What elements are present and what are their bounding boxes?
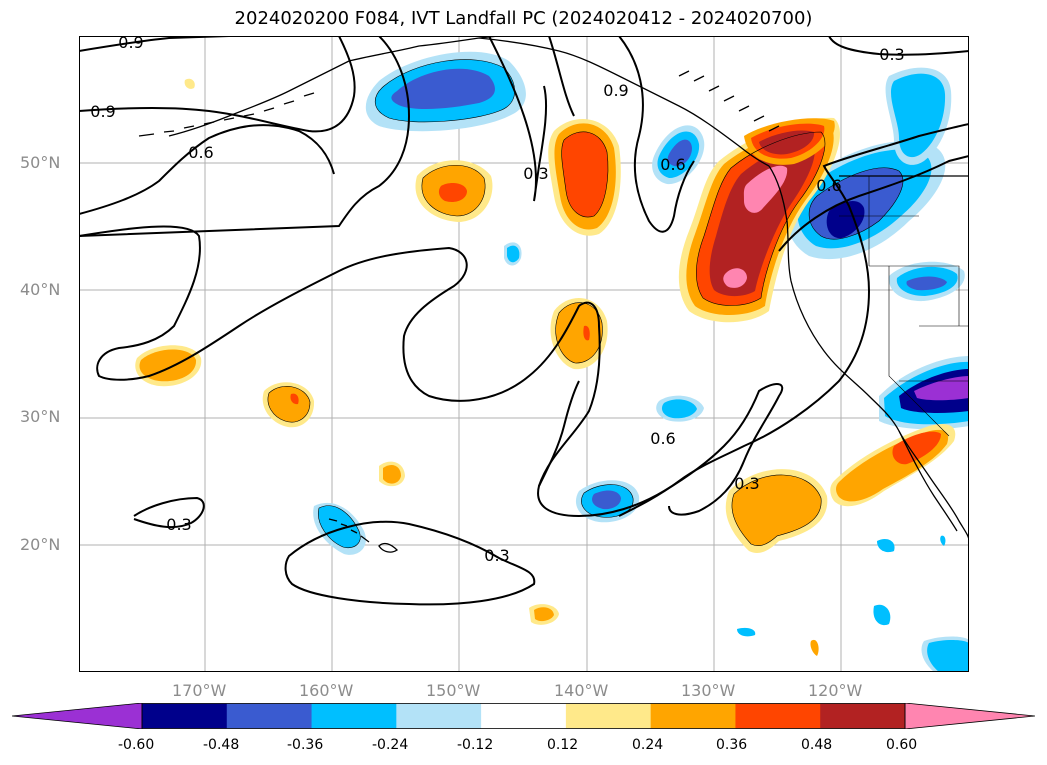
contour-0.9-west	[79, 36, 356, 133]
contour-label: 0.9	[603, 81, 628, 100]
colorbar-bin	[226, 703, 313, 729]
colorbar-tick-label: 0.60	[886, 737, 918, 753]
colorbar-tick-label: 0.24	[632, 737, 664, 753]
map-title: 2024020200 F084, IVT Landfall PC (202402…	[234, 8, 813, 29]
contour-label: 0.3	[523, 164, 548, 183]
contour-0.9-northwest	[79, 36, 230, 52]
contour-0.6-west	[79, 124, 335, 215]
lat-label: 40°N	[20, 280, 61, 299]
lon-label: 120°W	[808, 681, 863, 700]
colorbar-bin	[396, 703, 482, 729]
colorbar-bin	[735, 703, 821, 729]
contour-label: 0.3	[734, 474, 759, 493]
contour-0.6-lower	[538, 380, 580, 487]
colorbar-extend-low	[12, 703, 143, 729]
contour-0.9-alaska	[79, 36, 411, 237]
contour-0.3-coast	[618, 36, 695, 233]
colorbar-tick-label: -0.24	[372, 737, 409, 753]
negative-anomalies	[313, 51, 969, 672]
contour-labels: 0.9 0.9 0.6 0.9 0.3 0.6 0.6 0.3 0.6 0.3 …	[90, 36, 904, 565]
hawaii-islands	[328, 518, 399, 553]
aleutians	[138, 92, 315, 137]
contours	[79, 36, 969, 606]
state-border-2	[869, 265, 960, 326]
colorbar-bin	[481, 703, 567, 729]
lon-label: 140°W	[554, 681, 609, 700]
contour-0.3-south	[284, 520, 536, 606]
baja-peninsula	[898, 430, 958, 532]
lat-label: 20°N	[20, 535, 61, 554]
colorbar-tick-label: -0.48	[203, 737, 240, 753]
contour-label: 0.6	[816, 176, 841, 195]
map-border	[79, 36, 969, 672]
colorbar-tick-label: -0.36	[287, 737, 324, 753]
contour-0.3-gulf	[488, 36, 548, 202]
colorbar-bin	[311, 703, 397, 729]
lat-label: 30°N	[20, 407, 61, 426]
lon-label: 170°W	[172, 681, 227, 700]
contour-label: 0.6	[188, 143, 213, 162]
colorbar-tick-label: -0.12	[457, 737, 494, 753]
lon-label: 130°W	[681, 681, 736, 700]
lat-label: 50°N	[20, 153, 61, 172]
contour-label: 0.6	[660, 155, 685, 174]
colorbar-bin	[650, 703, 736, 729]
colorbar-tick-label: -0.60	[118, 737, 155, 753]
bc-islands	[678, 70, 780, 132]
colorbar-tick-label: 0.12	[547, 737, 579, 753]
contour-0.3-east	[618, 123, 969, 517]
colorbar-bin	[565, 703, 652, 729]
colorbar-extend-high	[904, 703, 1035, 729]
map-panel: 0.9 0.9 0.6 0.9 0.3 0.6 0.6 0.3 0.6 0.3 …	[79, 36, 969, 672]
colorbar	[12, 703, 1035, 729]
state-border-4	[888, 266, 950, 437]
coastlines	[138, 36, 969, 553]
lon-label: 160°W	[299, 681, 354, 700]
gridlines	[79, 36, 969, 672]
contour-0.6-east	[778, 155, 969, 252]
contour-label: 0.3	[484, 546, 509, 565]
contour-label: 0.9	[118, 36, 143, 52]
positive-anomalies	[135, 78, 956, 656]
colorbar-tick-label: 0.48	[801, 737, 833, 753]
contour-0.3-southwest	[133, 496, 205, 529]
contour-label: 0.6	[650, 429, 675, 448]
colorbar-tick-label: 0.36	[716, 737, 748, 753]
contour-label: 0.3	[879, 45, 904, 64]
contour-label: 0.9	[90, 102, 115, 121]
contour-0.9-bc	[548, 36, 575, 117]
shading-outlines	[267, 59, 904, 549]
contour-label: 0.3	[166, 515, 191, 534]
contour-0.3-ne	[828, 36, 969, 56]
colorbar-bin	[820, 703, 906, 729]
contour-0.6-central	[79, 225, 784, 518]
colorbar-bin	[142, 703, 228, 729]
lon-label: 150°W	[426, 681, 481, 700]
